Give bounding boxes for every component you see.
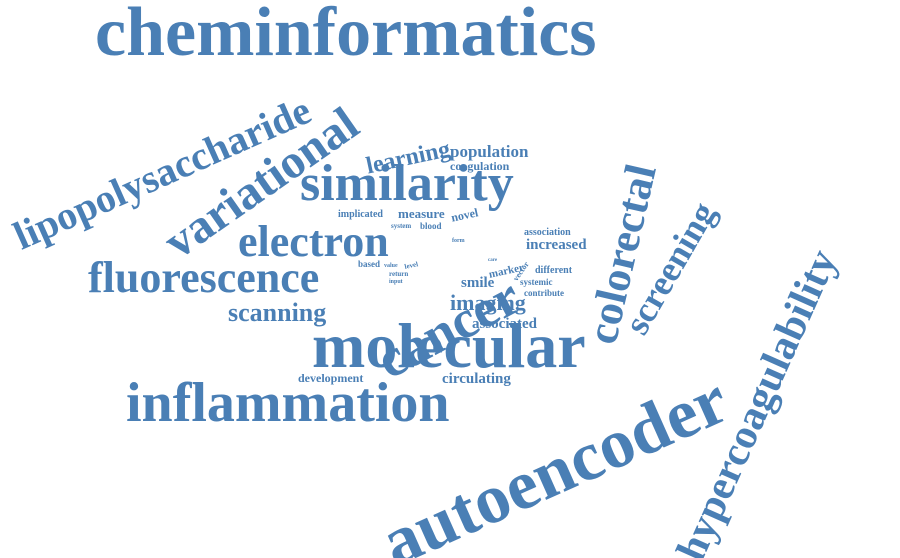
word-systemic: systemic (520, 277, 553, 287)
word-electron: electron (238, 217, 389, 266)
word-return: return (389, 270, 409, 278)
word-contribute: contribute (524, 288, 564, 298)
word-association: association (524, 227, 571, 238)
word-implicated: implicated (338, 209, 383, 220)
word-novel: novel (449, 205, 480, 225)
word-measure: measure (398, 206, 445, 221)
word-value: value (384, 263, 398, 269)
word-development: development (298, 371, 364, 385)
word-molecular: molecular (312, 310, 586, 381)
word-associated: associated (472, 316, 537, 332)
word-coagulation: coagulation (450, 159, 510, 173)
word-inflammation: inflammation (126, 372, 450, 434)
word-care: care (488, 258, 498, 263)
word-cheminformatics: cheminformatics (95, 0, 597, 71)
word-circulating: circulating (442, 371, 511, 387)
word-scanning: scanning (228, 298, 327, 327)
word-input: input (389, 279, 403, 285)
word-different: different (535, 265, 573, 276)
word-similarity: similarity (300, 155, 514, 212)
word-increased: increased (526, 237, 587, 253)
word-fluorescence: fluorescence (88, 253, 320, 302)
word-form: form (452, 238, 465, 244)
word-imaging: imaging (450, 290, 526, 315)
word-blood: blood (420, 221, 442, 231)
word-population: population (450, 142, 529, 161)
word-based: based (358, 259, 381, 269)
word-system: system (391, 222, 412, 230)
word-smile: smile (461, 275, 495, 291)
